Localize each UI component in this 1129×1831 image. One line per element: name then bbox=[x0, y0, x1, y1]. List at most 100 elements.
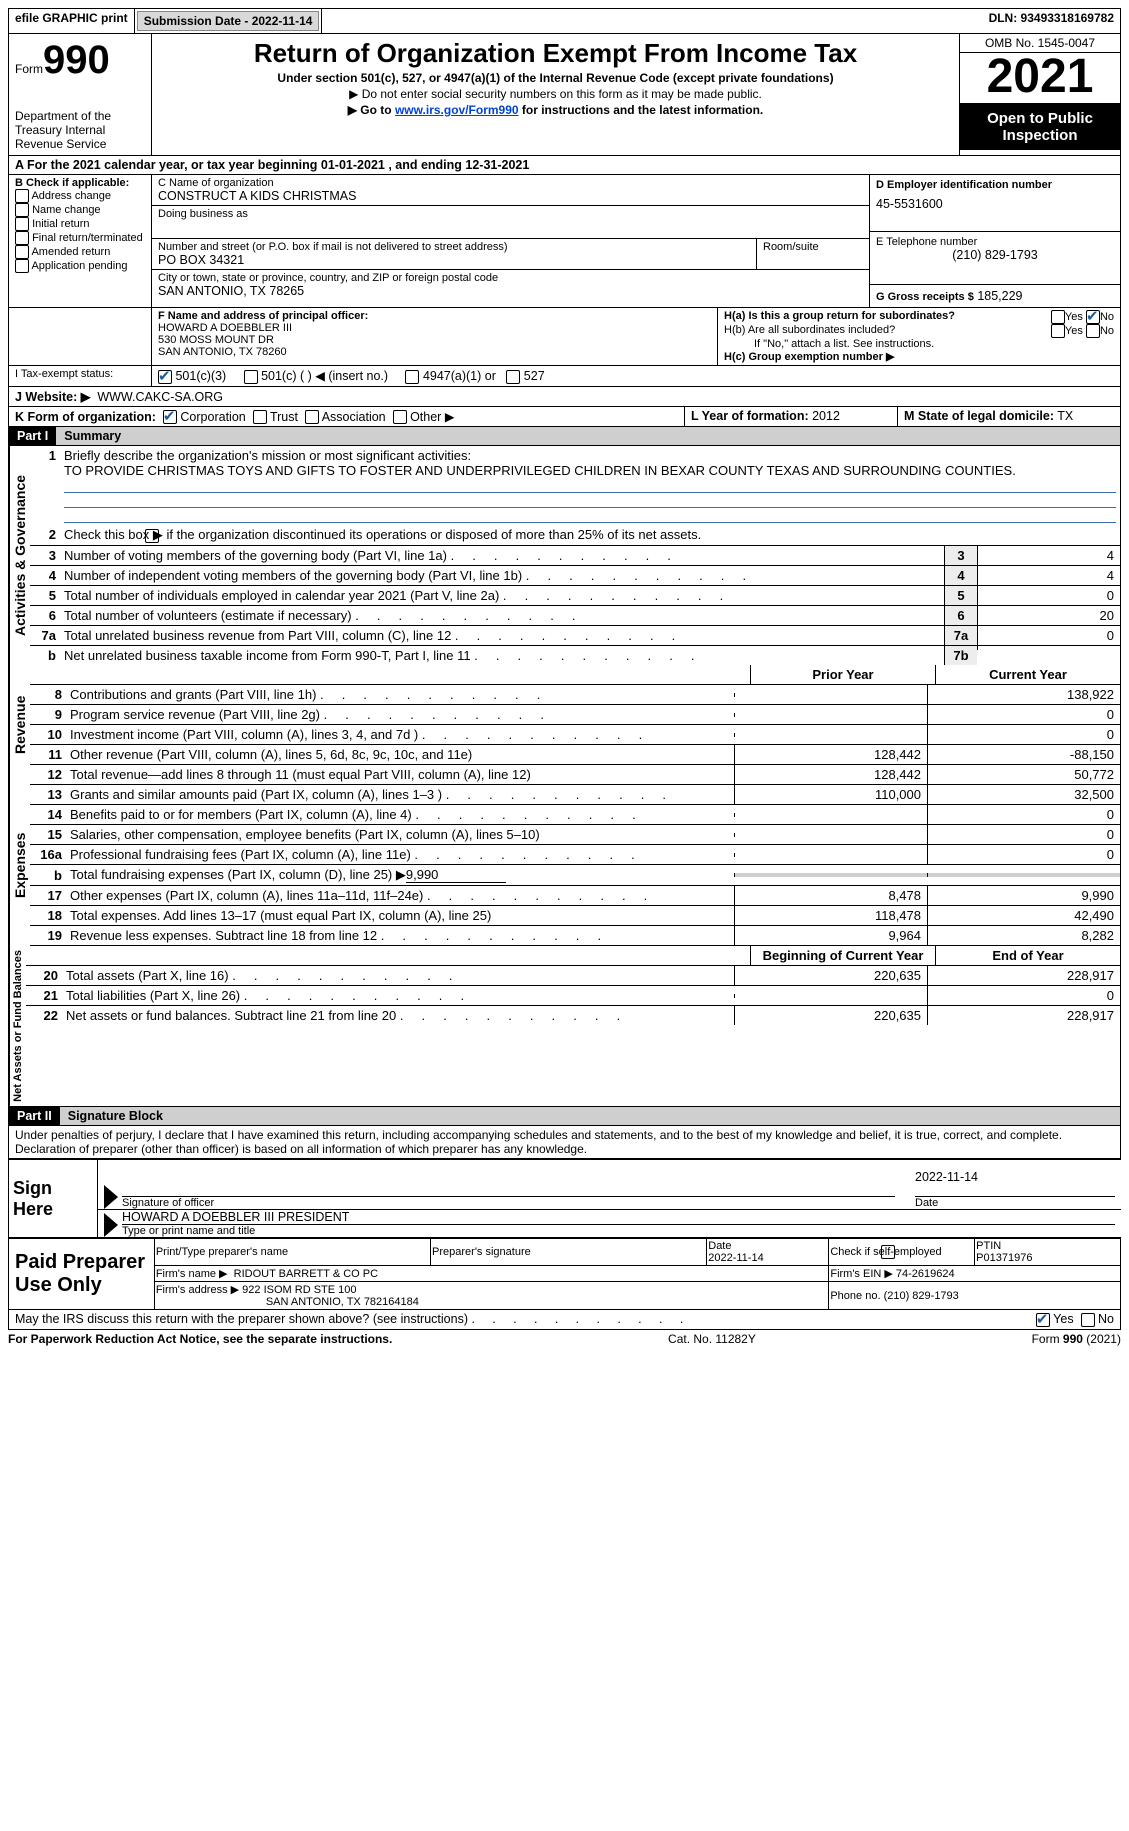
revenue-section: Revenue Prior Year Current Year 8Contrib… bbox=[8, 665, 1121, 785]
chk-final-return[interactable] bbox=[15, 231, 29, 245]
chk-527[interactable] bbox=[506, 370, 520, 384]
dept-treasury: Department of the Treasury Internal Reve… bbox=[15, 109, 145, 151]
l3-text: Number of voting members of the governin… bbox=[60, 546, 944, 565]
subtitle-2: ▶ Do not enter social security numbers o… bbox=[158, 87, 953, 101]
prep-sig-label: Preparer's signature bbox=[431, 1239, 707, 1266]
chk-address-change[interactable] bbox=[15, 189, 29, 203]
beg-year-hdr: Beginning of Current Year bbox=[750, 946, 935, 965]
l21-text: Total liabilities (Part X, line 26) bbox=[62, 986, 734, 1005]
subtitle-3: ▶ Go to www.irs.gov/Form990 for instruct… bbox=[158, 103, 953, 117]
chk-amended[interactable] bbox=[15, 245, 29, 259]
k-label: K Form of organization: bbox=[15, 410, 156, 424]
dba-label: Doing business as bbox=[158, 208, 863, 220]
activities-section: Activities & Governance 1 Briefly descri… bbox=[8, 446, 1121, 665]
part1-header: Part I Summary bbox=[8, 427, 1121, 446]
gross-value: 185,229 bbox=[977, 289, 1022, 303]
chk-501c3[interactable] bbox=[158, 370, 172, 384]
chk-ha-yes[interactable] bbox=[1051, 310, 1065, 324]
l14-text: Benefits paid to or for members (Part IX… bbox=[66, 805, 734, 824]
irs-link[interactable]: www.irs.gov/Form990 bbox=[395, 103, 519, 117]
l22-text: Net assets or fund balances. Subtract li… bbox=[62, 1006, 734, 1025]
sig-officer-label: Signature of officer bbox=[122, 1197, 895, 1209]
box-b-label: B Check if applicable: bbox=[15, 177, 145, 189]
l16b-text: Total fundraising expenses (Part IX, col… bbox=[66, 865, 734, 885]
page-footer: For Paperwork Reduction Act Notice, see … bbox=[8, 1330, 1121, 1348]
state-domicile: TX bbox=[1057, 409, 1073, 423]
discuss-text: May the IRS discuss this return with the… bbox=[15, 1312, 683, 1326]
chk-discuss-yes[interactable] bbox=[1036, 1313, 1050, 1327]
form-title: Return of Organization Exempt From Incom… bbox=[158, 38, 953, 69]
l8-prior bbox=[734, 693, 927, 697]
l20-text: Total assets (Part X, line 16) bbox=[62, 966, 734, 985]
chk-assoc[interactable] bbox=[305, 410, 319, 424]
l12-text: Total revenue—add lines 8 through 11 (mu… bbox=[66, 765, 734, 784]
form-header: Form990 Department of the Treasury Inter… bbox=[8, 34, 1121, 156]
l17-text: Other expenses (Part IX, column (A), lin… bbox=[66, 886, 734, 905]
chk-501c[interactable] bbox=[244, 370, 258, 384]
addr-label: Number and street (or P.O. box if mail i… bbox=[158, 241, 750, 253]
c-name-label: C Name of organization bbox=[158, 177, 863, 189]
l4-text: Number of independent voting members of … bbox=[60, 566, 944, 585]
i-label: I Tax-exempt status: bbox=[9, 366, 152, 386]
tax-exempt-row: I Tax-exempt status: 501(c)(3) 501(c) ( … bbox=[8, 366, 1121, 387]
chk-ha-no[interactable] bbox=[1086, 310, 1100, 324]
l5-val: 0 bbox=[977, 586, 1120, 605]
org-name: CONSTRUCT A KIDS CHRISTMAS bbox=[158, 189, 863, 203]
tax-year: 2021 bbox=[960, 53, 1120, 104]
open-to-public: Open to Public Inspection bbox=[960, 104, 1120, 150]
prep-name-label: Print/Type preparer's name bbox=[154, 1239, 430, 1266]
chk-hb-yes[interactable] bbox=[1051, 324, 1065, 338]
vtab-revenue: Revenue bbox=[9, 665, 30, 785]
room-suite-label: Room/suite bbox=[756, 239, 869, 269]
arrow-icon bbox=[104, 1213, 118, 1237]
l7b-text: Net unrelated business taxable income fr… bbox=[60, 646, 944, 665]
l7a-text: Total unrelated business revenue from Pa… bbox=[60, 626, 944, 645]
vtab-activities: Activities & Governance bbox=[9, 446, 30, 665]
ha-label: H(a) Is this a group return for subordin… bbox=[724, 310, 955, 322]
org-city: SAN ANTONIO, TX 78265 bbox=[158, 284, 863, 298]
city-label: City or town, state or province, country… bbox=[158, 272, 863, 284]
chk-self-employed[interactable] bbox=[881, 1245, 895, 1259]
l13-text: Grants and similar amounts paid (Part IX… bbox=[66, 785, 734, 804]
l11-text: Other revenue (Part VIII, column (A), li… bbox=[66, 745, 734, 764]
website-value: WWW.CAKC-SA.ORG bbox=[97, 390, 223, 404]
chk-discuss-no[interactable] bbox=[1081, 1313, 1095, 1327]
dln: DLN: 93493318169782 bbox=[983, 9, 1120, 33]
website-row: J Website: ▶ WWW.CAKC-SA.ORG bbox=[8, 387, 1121, 407]
hb-note: If "No," attach a list. See instructions… bbox=[724, 338, 1114, 350]
footer-right: Form 990 (2021) bbox=[1032, 1332, 1121, 1346]
chk-hb-no[interactable] bbox=[1086, 324, 1100, 338]
chk-name-change[interactable] bbox=[15, 203, 29, 217]
chk-initial-return[interactable] bbox=[15, 217, 29, 231]
form-org-row: K Form of organization: Corporation Trus… bbox=[8, 407, 1121, 428]
expenses-section: Expenses 13Grants and similar amounts pa… bbox=[8, 785, 1121, 946]
l8-text: Contributions and grants (Part VIII, lin… bbox=[66, 685, 734, 704]
chk-corp[interactable] bbox=[163, 410, 177, 424]
l19-text: Revenue less expenses. Subtract line 18 … bbox=[66, 926, 734, 945]
sign-here-block: Sign Here Signature of officer 2022-11-1… bbox=[8, 1159, 1121, 1238]
discuss-row: May the IRS discuss this return with the… bbox=[8, 1310, 1121, 1330]
officer-name: HOWARD A DOEBBLER III bbox=[158, 322, 711, 334]
period-row: A For the 2021 calendar year, or tax yea… bbox=[8, 156, 1121, 175]
sig-date-label: Date bbox=[915, 1197, 1115, 1209]
part2-header: Part II Signature Block bbox=[8, 1107, 1121, 1126]
end-year-hdr: End of Year bbox=[935, 946, 1120, 965]
paid-preparer-label: Paid Preparer Use Only bbox=[9, 1239, 155, 1310]
chk-trust[interactable] bbox=[253, 410, 267, 424]
submission-date-button[interactable]: Submission Date - 2022-11-14 bbox=[137, 11, 320, 31]
l4-val: 4 bbox=[977, 566, 1120, 585]
arrow-icon bbox=[104, 1185, 118, 1209]
paid-preparer-block: Paid Preparer Use Only Print/Type prepar… bbox=[8, 1238, 1121, 1310]
chk-app-pending[interactable] bbox=[15, 259, 29, 273]
officer-group-row: F Name and address of principal officer:… bbox=[8, 308, 1121, 366]
officer-name-title: HOWARD A DOEBBLER III PRESIDENT bbox=[122, 1210, 1115, 1225]
subtitle-1: Under section 501(c), 527, or 4947(a)(1)… bbox=[158, 71, 953, 85]
prior-year-hdr: Prior Year bbox=[750, 665, 935, 684]
chk-4947[interactable] bbox=[405, 370, 419, 384]
f-label: F Name and address of principal officer: bbox=[158, 310, 711, 322]
chk-other[interactable] bbox=[393, 410, 407, 424]
chk-discontinued[interactable] bbox=[145, 529, 159, 543]
l7a-val: 0 bbox=[977, 626, 1120, 645]
sig-date-val: 2022-11-14 bbox=[915, 1160, 1115, 1197]
l16a-text: Professional fundraising fees (Part IX, … bbox=[66, 845, 734, 864]
